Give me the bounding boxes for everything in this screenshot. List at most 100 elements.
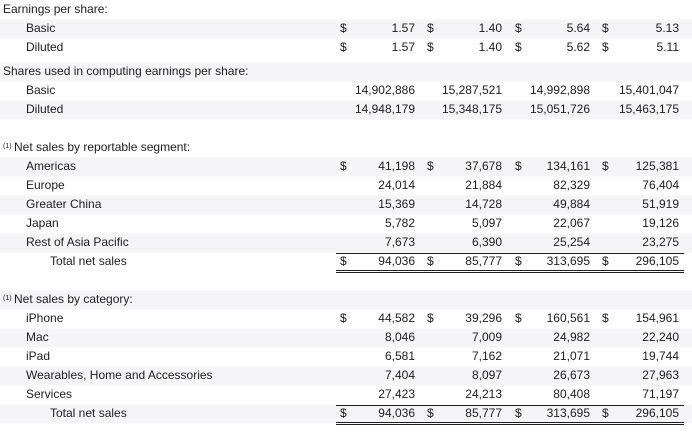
cell-value: 85,777 <box>465 406 502 420</box>
cell-value: 37,678 <box>465 159 502 173</box>
currency-symbol: $ <box>602 254 609 268</box>
cell-value: 39,296 <box>465 311 502 325</box>
cell-value: 7,162 <box>472 349 502 363</box>
row-shade <box>0 100 692 120</box>
cell-value: 1.57 <box>392 40 416 54</box>
currency-symbol: $ <box>602 21 609 35</box>
cell-value: 24,982 <box>553 330 590 344</box>
cell-value: 85,777 <box>465 254 502 268</box>
cell-value: 160,561 <box>547 311 591 325</box>
currency-symbol: $ <box>340 159 347 173</box>
cell-value: 49,884 <box>553 197 590 211</box>
row-shade <box>0 404 692 424</box>
row-label: Americas <box>26 159 76 173</box>
cell-value: 313,695 <box>547 254 591 268</box>
cell-value: 14,948,179 <box>355 102 415 116</box>
row-label: Basic <box>26 21 55 35</box>
currency-symbol: $ <box>427 406 434 420</box>
cell-value: 1.57 <box>392 21 416 35</box>
row-shade <box>0 290 692 310</box>
row-label: Mac <box>26 330 49 344</box>
cell-value: 21,884 <box>465 178 502 192</box>
row-label: iPad <box>26 349 50 363</box>
row-label: Basic <box>26 83 55 97</box>
row-shade <box>0 233 692 253</box>
row-shade <box>0 157 692 177</box>
currency-symbol: $ <box>427 311 434 325</box>
cell-value: 8,046 <box>385 330 415 344</box>
row-label: Europe <box>26 178 65 192</box>
cell-value: 7,673 <box>385 235 415 249</box>
cell-value: 5.11 <box>657 40 680 54</box>
cell-value: 19,126 <box>642 216 679 230</box>
cell-value: 27,423 <box>378 387 415 401</box>
cell-value: 125,381 <box>636 159 680 173</box>
cell-value: 313,695 <box>547 406 591 420</box>
row-label: Wearables, Home and Accessories <box>26 368 213 382</box>
row-shade <box>0 62 692 82</box>
cell-value: 5.62 <box>567 40 591 54</box>
cell-value: 24,213 <box>465 387 502 401</box>
total-label: Total net sales <box>50 406 127 420</box>
cell-value: 14,992,898 <box>530 83 590 97</box>
footnote-marker: (1) <box>3 143 12 150</box>
currency-symbol: $ <box>427 254 434 268</box>
cell-value: 15,348,175 <box>442 102 502 116</box>
cell-value: 1.40 <box>479 21 503 35</box>
cell-value: 15,051,726 <box>530 102 590 116</box>
cell-value: 82,329 <box>553 178 590 192</box>
currency-symbol: $ <box>515 311 522 325</box>
cell-value: 296,105 <box>636 254 680 268</box>
currency-symbol: $ <box>515 21 522 35</box>
cell-value: 80,408 <box>553 387 590 401</box>
currency-symbol: $ <box>427 40 434 54</box>
currency-symbol: $ <box>340 21 347 35</box>
cell-value: 23,275 <box>642 235 679 249</box>
row-label: Diluted <box>26 40 63 54</box>
cell-value: 44,582 <box>378 311 415 325</box>
cell-value: 14,728 <box>465 197 502 211</box>
cell-value: 15,369 <box>378 197 415 211</box>
cell-value: 134,161 <box>547 159 591 173</box>
cell-value: 25,254 <box>553 235 590 249</box>
cell-value: 5.64 <box>567 21 591 35</box>
cell-value: 1.40 <box>479 40 503 54</box>
cell-value: 296,105 <box>636 406 680 420</box>
cell-value: 41,198 <box>378 159 415 173</box>
cell-value: 5.13 <box>656 21 680 35</box>
cell-value: 27,963 <box>642 368 679 382</box>
row-label: Services <box>26 387 72 401</box>
currency-symbol: $ <box>427 159 434 173</box>
row-label: Rest of Asia Pacific <box>26 235 129 249</box>
row-shade <box>0 19 692 39</box>
currency-symbol: $ <box>340 311 347 325</box>
cell-value: 15,463,175 <box>619 102 679 116</box>
cell-value: 15,287,521 <box>442 83 502 97</box>
cell-value: 94,036 <box>378 254 415 268</box>
total-label: Total net sales <box>50 254 127 268</box>
cell-value: 154,961 <box>636 311 680 325</box>
cell-value: 7,009 <box>472 330 502 344</box>
currency-symbol: $ <box>602 40 609 54</box>
cell-value: 22,240 <box>642 330 679 344</box>
row-shade <box>0 328 692 348</box>
row-shade <box>0 195 692 215</box>
cell-value: 5,097 <box>472 216 502 230</box>
cell-value: 14,902,886 <box>355 83 415 97</box>
currency-symbol: $ <box>515 254 522 268</box>
row-label: Diluted <box>26 102 63 116</box>
cell-value: 51,919 <box>642 197 679 211</box>
currency-symbol: $ <box>602 311 609 325</box>
currency-symbol: $ <box>340 406 347 420</box>
cell-value: 6,390 <box>472 235 502 249</box>
cell-value: 26,673 <box>553 368 590 382</box>
cell-value: 22,067 <box>553 216 590 230</box>
section-header: Shares used in computing earnings per sh… <box>3 64 248 78</box>
section-header: Net sales by reportable segment: <box>14 140 190 154</box>
cell-value: 76,404 <box>642 178 679 192</box>
cell-value: 7,404 <box>385 368 415 382</box>
cell-value: 6,581 <box>385 349 415 363</box>
currency-symbol: $ <box>340 40 347 54</box>
footnote-marker: (1) <box>3 295 12 302</box>
